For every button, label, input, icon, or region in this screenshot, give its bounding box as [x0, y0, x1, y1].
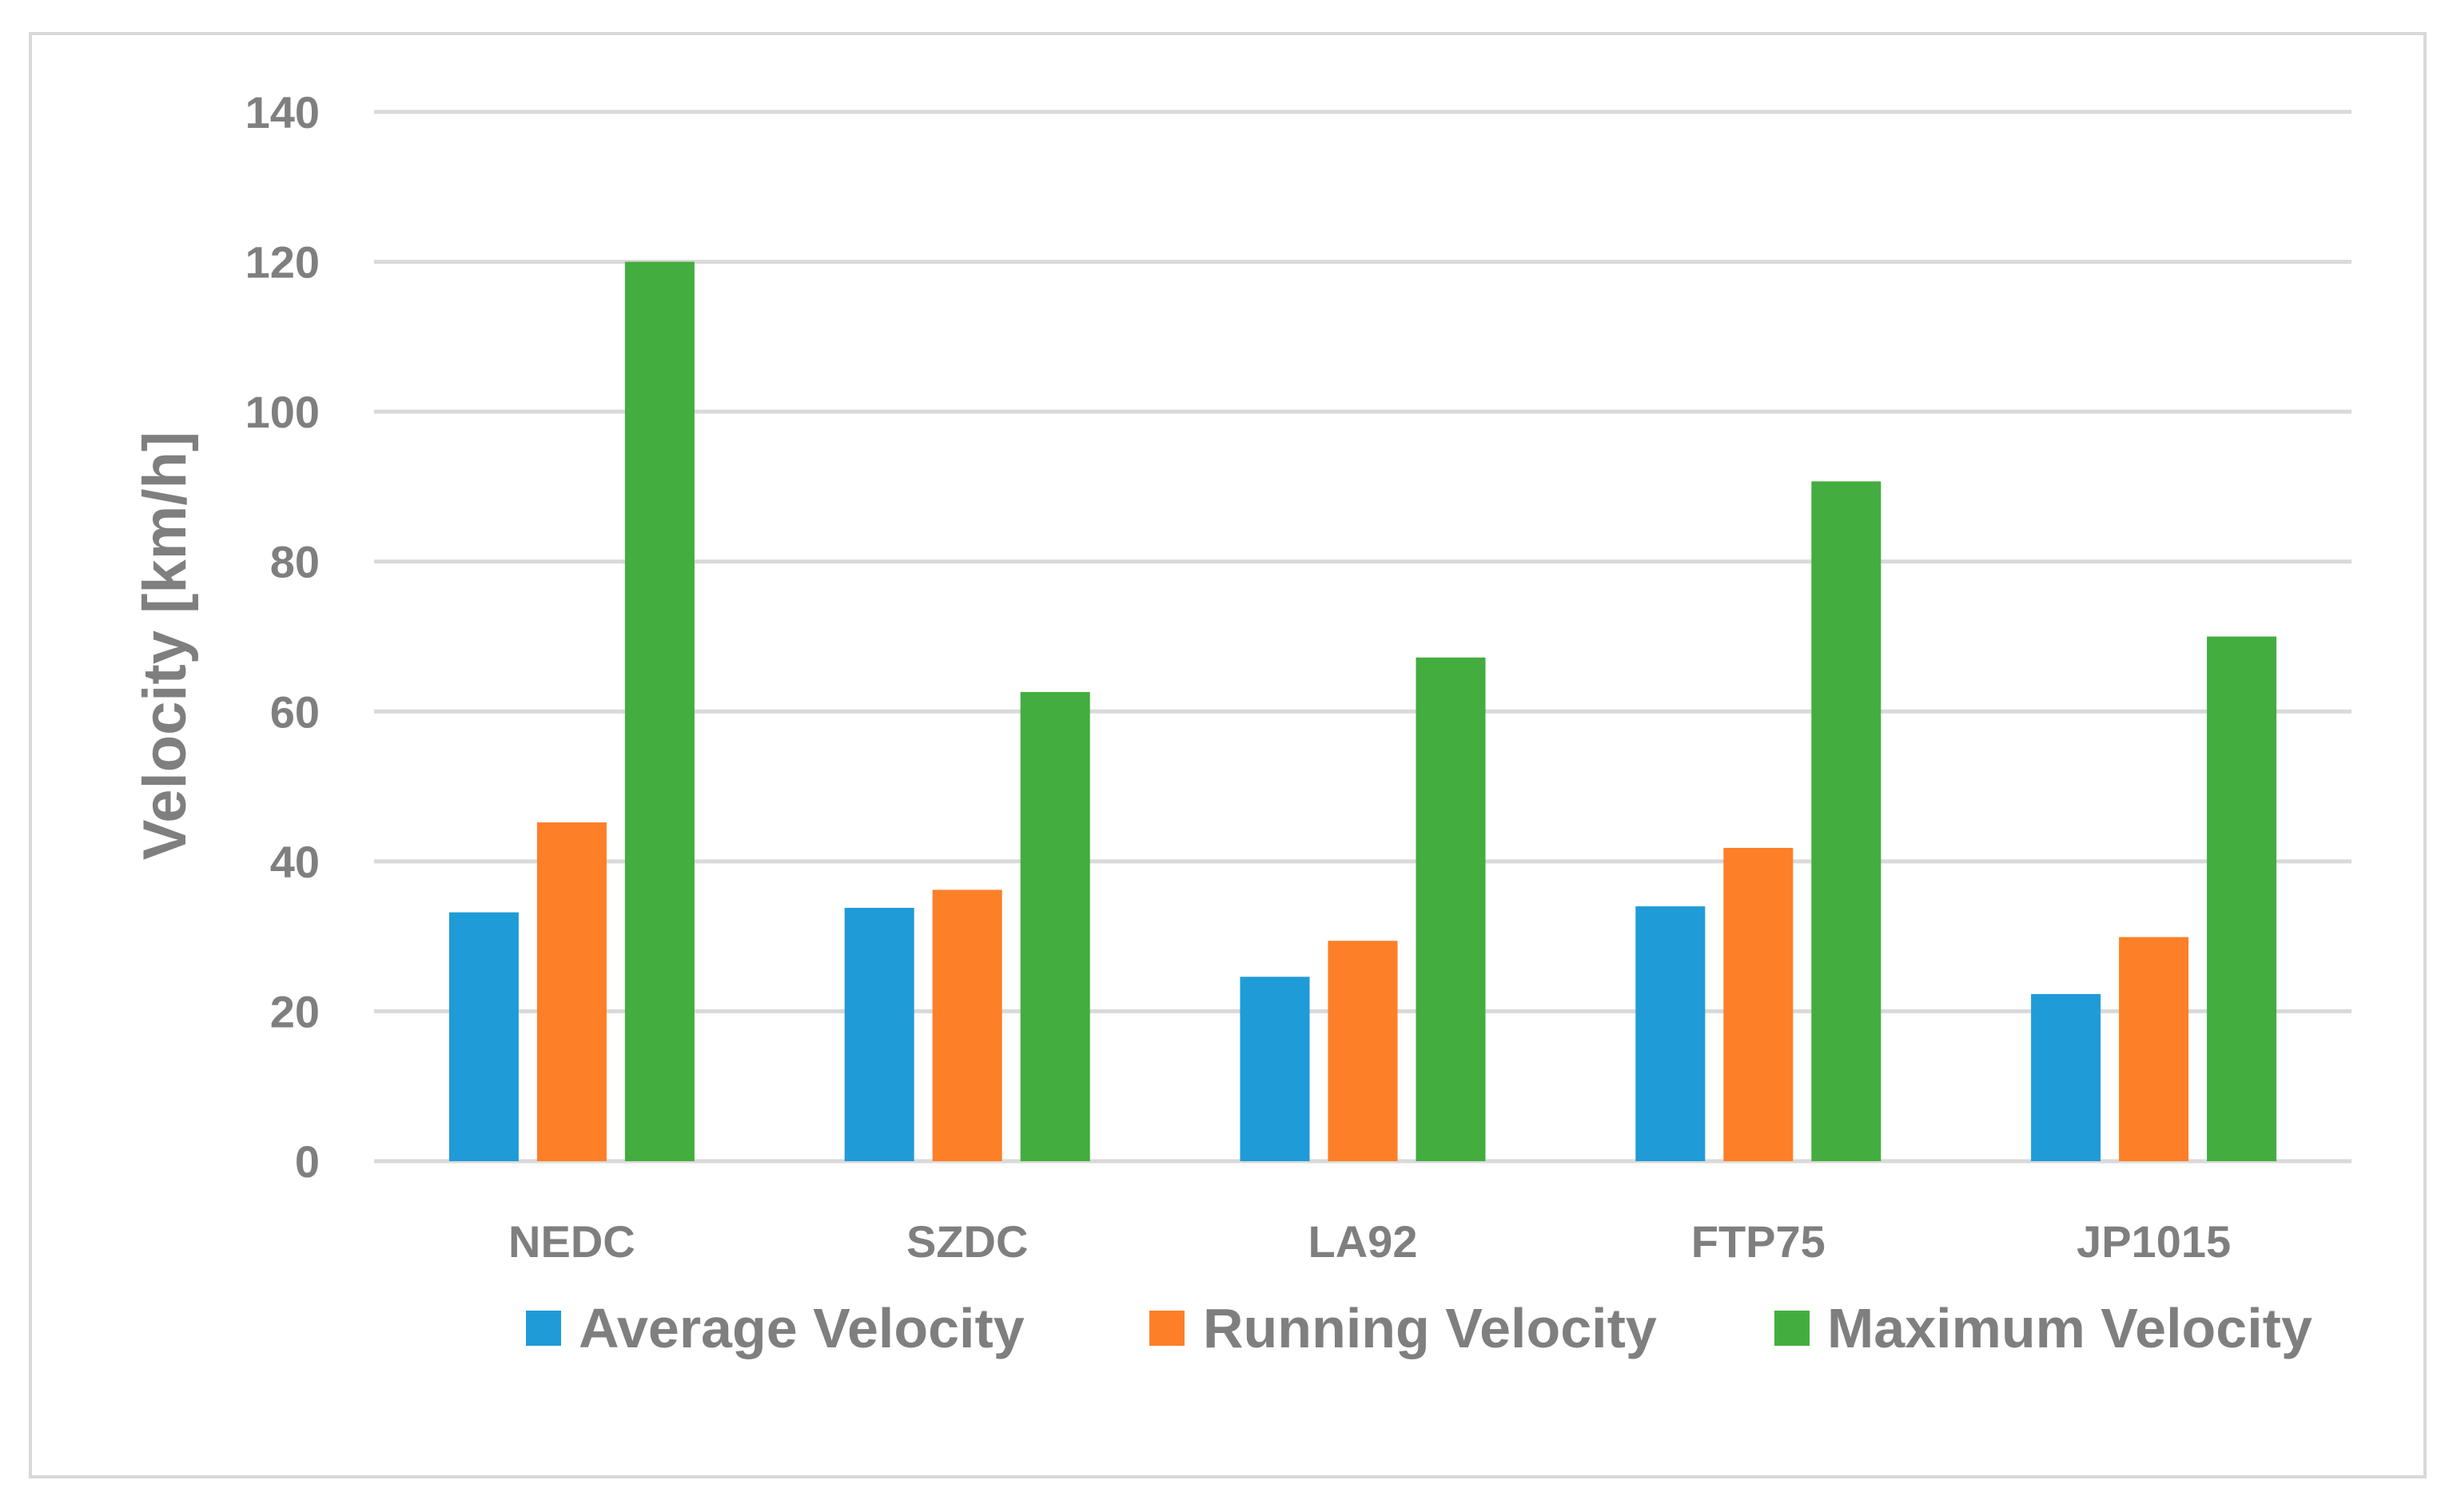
bar-ftp75-average-velocity: [1635, 906, 1706, 1161]
legend: Average Velocity Running Velocity Maximum …: [526, 1297, 2312, 1359]
y-tick-label: 80: [270, 537, 320, 587]
bars: [448, 261, 2277, 1162]
bar-ftp75-maximum-velocity: [1811, 481, 1882, 1161]
bar-nedc-average-velocity: [448, 912, 519, 1161]
y-axis-title: Velocity [km/h]: [131, 432, 199, 860]
bar-szdc-average-velocity: [844, 908, 914, 1161]
bar-la92-average-velocity: [1240, 977, 1310, 1161]
x-tick-label-szdc: SZDC: [906, 1216, 1028, 1267]
legend-swatch-average-velocity: [526, 1311, 561, 1346]
x-axis-ticks: NEDC SZDC LA92 FTP75 JP1015: [508, 1216, 2231, 1267]
bar-szdc-running-velocity: [932, 889, 1002, 1161]
bar-jp1015-maximum-velocity: [2207, 636, 2277, 1161]
y-axis-ticks: 0 20 40 60 80 100 120 140: [245, 87, 320, 1187]
y-tick-label: 100: [245, 387, 320, 437]
y-tick-label: 140: [245, 87, 320, 137]
bar-ftp75-running-velocity: [1723, 847, 1794, 1161]
gridlines: [374, 109, 2351, 1164]
legend-swatch-maximum-velocity: [1774, 1311, 1810, 1346]
y-tick-label: 20: [270, 986, 320, 1037]
bar-szdc-maximum-velocity: [1020, 691, 1090, 1161]
bar-nedc-running-velocity: [536, 822, 607, 1161]
chart-frame: [29, 32, 2427, 1478]
bar-jp1015-average-velocity: [2031, 993, 2101, 1161]
y-tick-label: 60: [270, 686, 320, 737]
x-tick-label-la92: LA92: [1308, 1216, 1418, 1267]
x-tick-label-ftp75: FTP75: [1691, 1216, 1826, 1267]
y-tick-label: 40: [270, 837, 320, 887]
legend-swatch-running-velocity: [1149, 1311, 1185, 1346]
legend-label-maximum-velocity: Maximum Velocity: [1827, 1297, 2312, 1359]
bar-nedc-maximum-velocity: [624, 261, 695, 1162]
x-tick-label-nedc: NEDC: [508, 1216, 635, 1267]
bar-la92-running-velocity: [1328, 941, 1398, 1161]
y-tick-label: 0: [295, 1136, 320, 1187]
bar-la92-maximum-velocity: [1416, 657, 1486, 1161]
legend-label-average-velocity: Average Velocity: [579, 1297, 1025, 1359]
legend-label-running-velocity: Running Velocity: [1203, 1297, 1657, 1359]
y-tick-label: 120: [245, 237, 320, 288]
x-tick-label-jp1015: JP1015: [2077, 1216, 2231, 1267]
bar-jp1015-running-velocity: [2119, 937, 2189, 1161]
